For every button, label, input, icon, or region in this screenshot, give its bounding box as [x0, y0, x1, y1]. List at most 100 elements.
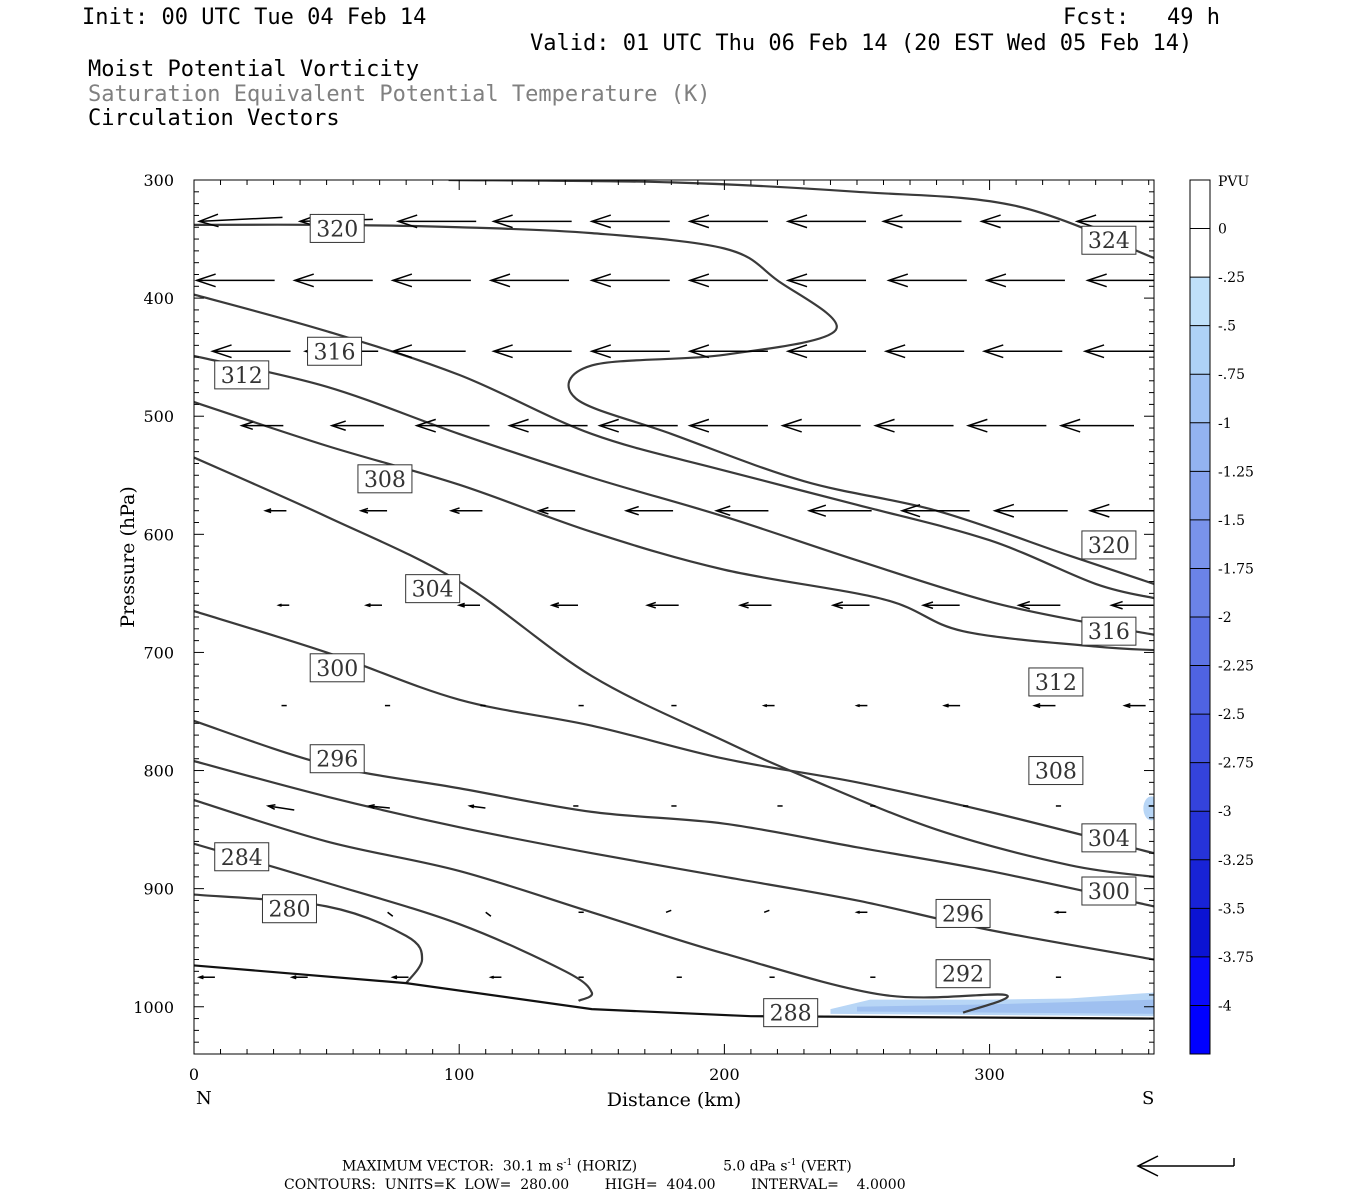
- circulation-vector: [854, 910, 868, 914]
- y-tick-label: 800: [143, 762, 174, 781]
- y-tick-label: 500: [143, 407, 174, 426]
- circulation-vector: [358, 507, 388, 514]
- colorbar-label: -1.5: [1218, 513, 1245, 529]
- circulation-vector: [488, 975, 502, 979]
- pv-shading-core: [856, 999, 1154, 1014]
- max-vector-line: MAXIMUM VECTOR: 30.1 m s-1 (HORIZ) 5.0 dP…: [342, 1158, 852, 1175]
- init-time: Init: 00 UTC Tue 04 Feb 14: [82, 5, 427, 30]
- contour-label-320: 320: [309, 213, 365, 243]
- contour-label-text: 312: [1035, 671, 1077, 696]
- contour-label-text: 280: [268, 898, 310, 923]
- vert-label: (VERT): [800, 1158, 852, 1175]
- circulation-vector: [979, 214, 1060, 229]
- circulation-vector: [589, 214, 670, 229]
- circulation-vector: [1016, 600, 1061, 610]
- contour-label-text: 284: [221, 846, 263, 871]
- colorbar-label: -2.25: [1218, 659, 1254, 675]
- contour-label-320: 320: [1081, 530, 1137, 560]
- contour-label-292: 292: [935, 959, 991, 989]
- y-axis-label: Pressure (hPa): [117, 486, 139, 628]
- contour-label-text: 296: [942, 902, 984, 927]
- contour-292: [194, 760, 1154, 961]
- circulation-vector: [1058, 418, 1134, 433]
- contour-312: [194, 354, 1154, 636]
- circulation-vector: [589, 344, 670, 359]
- colorbar-swatch: [1190, 568, 1210, 617]
- ground-line: [194, 964, 1154, 1020]
- circulation-vector: [873, 418, 954, 433]
- horiz-exponent: -1: [563, 1158, 573, 1168]
- contour-300: [194, 610, 1154, 855]
- contour-label-308: 308: [357, 464, 413, 494]
- plot-frame: [193, 179, 1155, 1055]
- contour-288: [194, 799, 1009, 1014]
- circulation-vector: [507, 418, 588, 433]
- x-tick-label: 100: [444, 1065, 475, 1084]
- circulation-vector: [920, 601, 960, 610]
- circulation-vector: [366, 803, 390, 810]
- contour-label-text: 300: [1088, 880, 1130, 905]
- contour-label-308: 308: [1028, 756, 1084, 786]
- x-axis-label: Distance (km): [607, 1089, 742, 1111]
- circulation-vector: [1053, 910, 1067, 914]
- colorbar-swatch: [1190, 908, 1210, 957]
- circulation-vector: [1032, 703, 1056, 709]
- circulation-vector: [645, 601, 679, 609]
- circulation-vector: [687, 214, 768, 229]
- colorbar-label: -1.75: [1218, 561, 1254, 577]
- circulation-vector: [467, 804, 486, 809]
- circulation-vector: [1082, 344, 1154, 359]
- circulation-vector: [763, 909, 770, 913]
- contour-308: [194, 400, 1154, 652]
- colorbar-unit: PVU: [1218, 174, 1250, 190]
- contour-label-text: 288: [770, 1002, 812, 1027]
- circulation-vector: [737, 601, 772, 609]
- field-title-vectors: Circulation Vectors: [88, 106, 340, 131]
- circulation-vector: [830, 601, 870, 610]
- contour-284: [194, 842, 594, 1002]
- contour-info: CONTOURS: UNITS=K LOW= 280.00 HIGH= 404.…: [284, 1177, 906, 1193]
- colorbar-label: -3.25: [1218, 853, 1254, 869]
- colorbar-label: -2: [1218, 610, 1232, 626]
- circulation-vector: [899, 504, 970, 518]
- circulation-vector: [395, 214, 477, 229]
- colorbar-swatch: [1190, 277, 1210, 326]
- pv-shading-edge: [1143, 796, 1154, 821]
- contour-label-text: 300: [316, 657, 358, 682]
- circulation-vector: [761, 703, 775, 708]
- contour-label-text: 312: [221, 364, 263, 389]
- circulation-vector: [687, 418, 768, 433]
- circulation-vector: [363, 603, 382, 608]
- max-vector-horiz: MAXIMUM VECTOR: 30.1 m s: [342, 1158, 564, 1175]
- circulation-vector: [623, 505, 674, 516]
- colorbar-label: -3.5: [1218, 901, 1245, 917]
- y-tick-label: 700: [143, 643, 174, 662]
- colorbar-swatch: [1190, 956, 1210, 1006]
- circulation-vector: [263, 508, 287, 514]
- colorbar-label: -1.25: [1218, 464, 1254, 480]
- contour-label-text: 320: [1088, 534, 1130, 559]
- circulation-vector: [942, 703, 961, 708]
- max-vector-arrow: [1136, 1155, 1235, 1177]
- circulation-vector: [806, 504, 872, 517]
- circulation-vector: [1122, 703, 1146, 709]
- field-title-pv: Moist Potential Vorticity: [88, 57, 420, 82]
- contour-label-text: 324: [1088, 229, 1130, 254]
- contour-label-text: 296: [316, 748, 358, 773]
- x-tick-label: 200: [709, 1065, 740, 1084]
- circulation-vector: [387, 911, 394, 917]
- circulation-vector: [194, 273, 275, 288]
- max-vector-vert: 5.0 dPa s: [723, 1158, 788, 1175]
- circulation-vector: [687, 273, 768, 288]
- forecast-label: Fcst:: [1063, 5, 1130, 30]
- circulation-vector: [981, 344, 1063, 359]
- circulation-vector: [1074, 214, 1154, 229]
- circulation-vector: [210, 344, 291, 359]
- circulation-vector: [687, 344, 768, 359]
- colorbar-swatch: [1190, 811, 1210, 860]
- circulation-vector: [414, 418, 490, 433]
- circulation-vector: [1151, 911, 1154, 914]
- colorbar-label: -3: [1218, 804, 1232, 820]
- y-tick-label: 400: [143, 289, 174, 308]
- y-tick-label: 300: [143, 171, 174, 190]
